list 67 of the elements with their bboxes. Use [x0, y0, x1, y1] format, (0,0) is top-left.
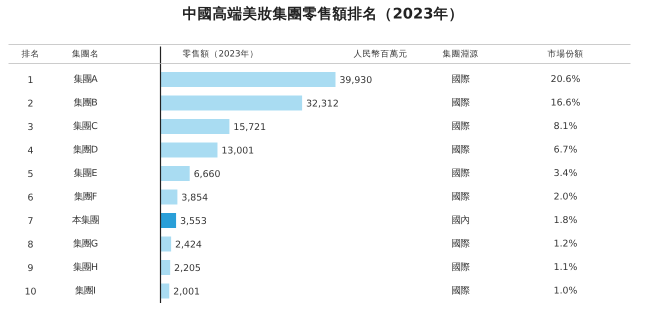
text: 2	[28, 98, 34, 110]
text: 集團名	[72, 48, 99, 60]
y-tick-label: 集團A	[73, 74, 98, 85]
data-label: 32,312	[306, 98, 339, 110]
bar	[160, 190, 178, 204]
y-tick-label: 集團D	[72, 144, 98, 156]
text: 零售額（2023年）	[182, 48, 259, 60]
text: 集團淵源	[442, 48, 478, 60]
data-label: 3,553	[180, 216, 207, 227]
text: 國際	[452, 192, 470, 202]
text: 國際	[452, 168, 470, 179]
data-label: 2,001	[173, 286, 200, 298]
text: 10	[24, 286, 36, 298]
text: 8	[28, 240, 34, 250]
y-tick-label: 集團G	[72, 238, 98, 250]
text: 1.1%	[554, 262, 578, 273]
bar	[160, 96, 302, 110]
data-label: 2,424	[175, 240, 202, 250]
text: 國際	[452, 144, 470, 156]
y-tick-label: 集團C	[73, 121, 98, 132]
text: 國際	[452, 238, 470, 250]
data-label: 6,660	[194, 169, 220, 180]
text: 國際	[452, 98, 470, 108]
bar	[160, 284, 170, 298]
bar	[160, 166, 190, 181]
y-tick-label: 集團B	[73, 98, 98, 108]
text: 3	[28, 122, 34, 133]
text: 16.6%	[550, 98, 580, 108]
text: 6.7%	[554, 144, 578, 156]
y-tick-label: 本集團	[72, 215, 99, 226]
data-label: 2,205	[174, 263, 201, 274]
text: 8.1%	[554, 121, 578, 132]
text: 20.6%	[550, 74, 580, 85]
text: 7	[28, 216, 34, 227]
y-tick-label: 集團H	[72, 262, 98, 273]
text: 國際	[452, 286, 470, 296]
text: 人民幣百萬元	[354, 48, 408, 60]
text: 1.2%	[554, 238, 578, 250]
bar	[160, 213, 176, 228]
chart-title: 中國高端美妝集團零售額排名（2023年）	[182, 4, 464, 22]
bar	[160, 236, 172, 252]
data-label: 15,721	[233, 122, 266, 133]
bar	[160, 142, 218, 158]
data-label: 3,854	[181, 192, 208, 204]
text: 國際	[452, 74, 470, 85]
text: 國際	[452, 121, 470, 132]
text: 5	[28, 169, 34, 180]
text: 1.8%	[554, 215, 578, 226]
text: 1	[28, 75, 34, 86]
text: 市場份額	[548, 48, 584, 60]
bar	[160, 260, 170, 275]
text: 2.0%	[554, 192, 578, 202]
text: 6	[28, 192, 34, 204]
data-label: 39,930	[340, 75, 372, 86]
y-tick-label: 集團I	[75, 286, 96, 296]
y-tick-label: 集團E	[74, 168, 98, 179]
text: 4	[28, 146, 34, 156]
text: 1.0%	[554, 286, 578, 296]
bar	[160, 72, 336, 87]
text: 國際	[452, 262, 470, 273]
y-tick-label: 集團F	[74, 192, 98, 202]
bar	[160, 119, 230, 134]
text: 3.4%	[554, 168, 578, 179]
text: 國內	[452, 215, 470, 226]
text: 9	[28, 263, 34, 274]
text: 排名	[22, 48, 40, 60]
data-label: 13,001	[221, 146, 254, 156]
